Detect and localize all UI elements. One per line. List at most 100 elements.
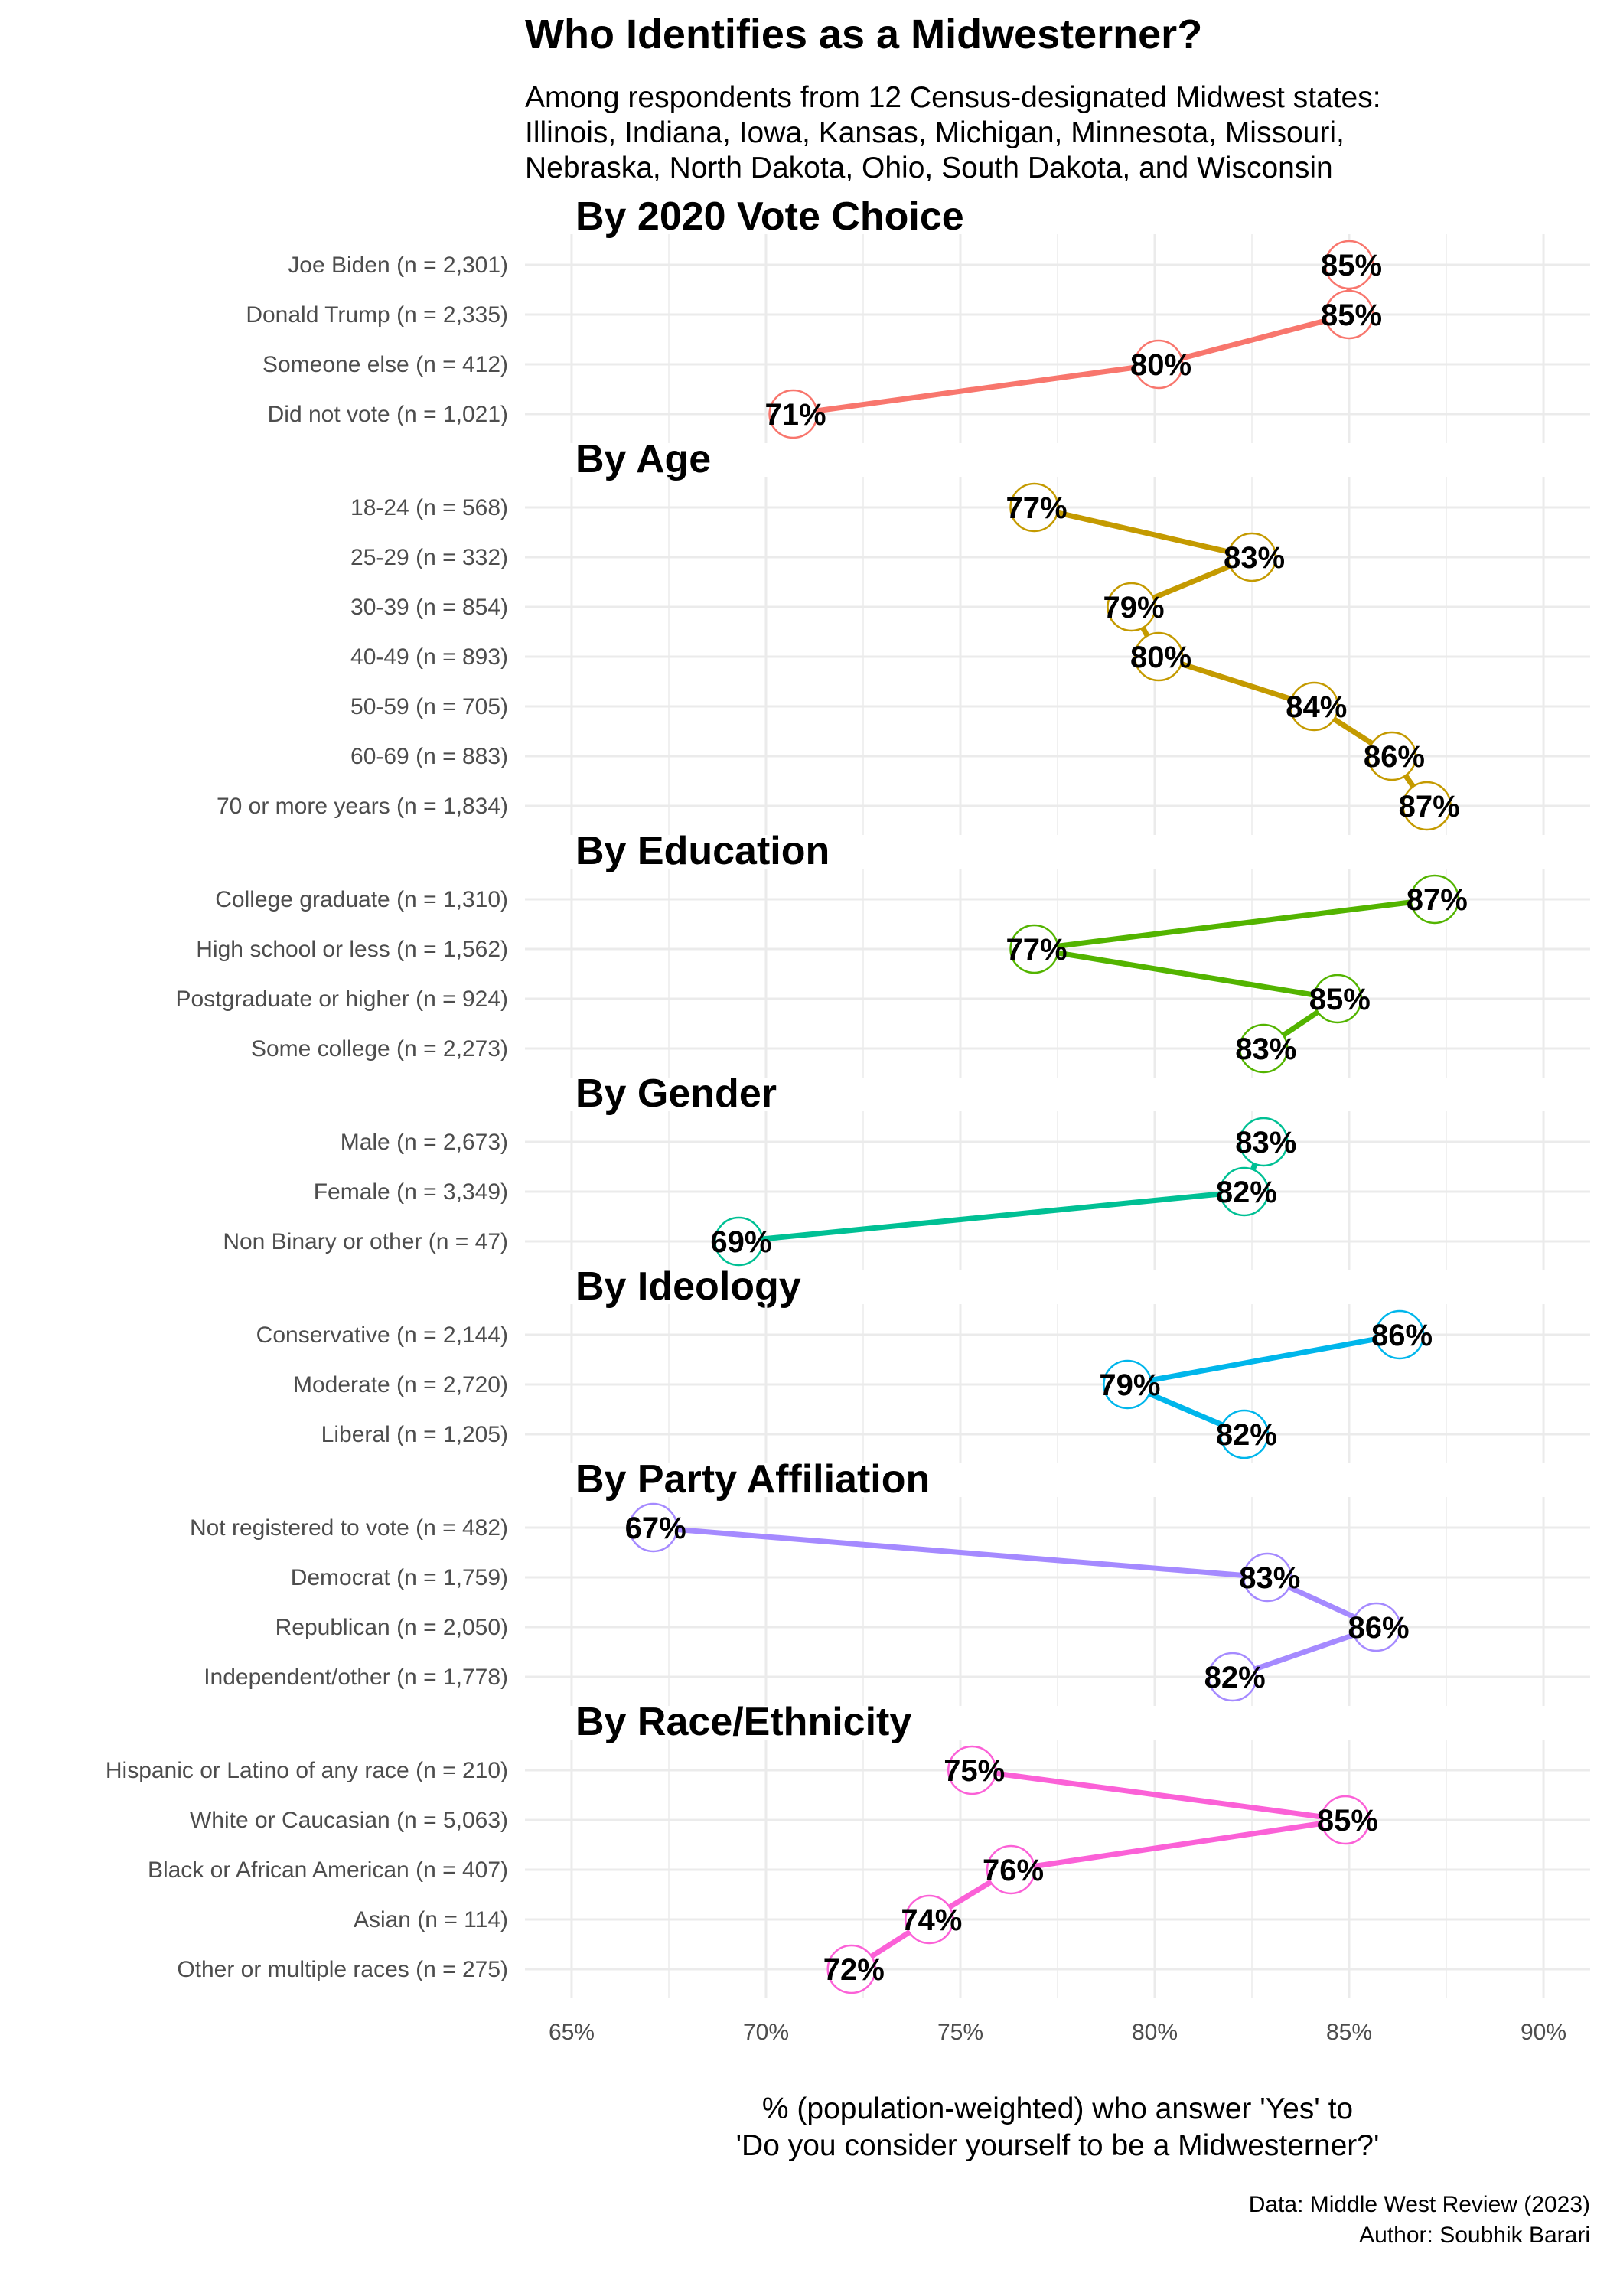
panel-title: By Party Affiliation [575,1457,930,1502]
row-label: College graduate (n = 1,310) [215,887,508,912]
data-point [1219,1409,1270,1459]
data-label: 83% [1235,1126,1296,1159]
data-label: 80% [1130,641,1191,674]
data-label: 84% [1286,690,1347,724]
data-label: 71% [765,398,826,432]
chart-title: Who Identifies as a Midwesterner? [525,11,1202,57]
data-point [1133,339,1184,390]
data-point [1219,1166,1270,1217]
row-label: Independent/other (n = 1,778) [204,1665,508,1690]
data-point [1239,1117,1289,1167]
data-point [1009,924,1059,974]
panel-title: By Gender [575,1071,777,1116]
series-line [650,1525,1380,1680]
data-label: 87% [1399,790,1460,823]
data-point [986,1844,1036,1895]
data-point [1410,874,1460,925]
data-label: 87% [1407,883,1468,917]
row-label: Joe Biden (n = 2,301) [288,253,508,278]
panel-2: By Age 77% 18-24 (n = 568) 83% 25-29 (n = 33… [217,437,1590,835]
x-tick-label: 65% [549,2020,595,2045]
data-label: 83% [1239,1561,1300,1595]
row-label: Democrat (n = 1,759) [291,1565,508,1590]
row-label: Someone else (n = 412) [262,352,508,377]
panel-title: By Ideology [575,1264,801,1309]
row-label: Postgraduate or higher (n = 924) [176,987,508,1012]
panel-title: By Age [575,437,711,481]
data-label: 83% [1224,541,1285,575]
data-label: 79% [1099,1368,1160,1402]
panel-3: By Education 87% College graduate (n = 1,3… [176,829,1590,1078]
data-point [1351,1602,1401,1652]
row-label: Non Binary or other (n = 47) [223,1229,508,1254]
row-label: High school or less (n = 1,562) [196,937,508,962]
row-label: Not registered to vote (n = 482) [190,1515,508,1541]
x-tick-label: 80% [1132,2020,1178,2045]
panel-7: By Race/Ethnicity 75% Hispanic or Latino o… [106,1700,1590,1998]
panel-title: By Race/Ethnicity [575,1700,911,1744]
row-label: 18-24 (n = 568) [350,495,508,520]
data-label: 85% [1309,983,1371,1016]
row-label: Conservative (n = 2,144) [256,1322,508,1348]
row-label: 50-59 (n = 705) [350,694,508,719]
data-point [1324,240,1374,290]
series-line [790,262,1352,417]
panels-group: By 2020 Vote Choice 85% Joe Biden (n = 2,3… [106,194,1590,1998]
series-line [1032,896,1438,1052]
data-point [947,1745,997,1795]
data-label: 77% [1006,933,1067,967]
row-label: Asian (n = 114) [354,1907,508,1932]
row-label: Black or African American (n = 407) [148,1857,508,1883]
row-label: 25-29 (n = 332) [350,545,508,570]
data-label: 79% [1103,591,1164,625]
data-point [1239,1023,1289,1074]
data-point [1312,974,1363,1024]
row-label: 70 or more years (n = 1,834) [217,794,508,819]
panel-1: By 2020 Vote Choice 85% Joe Biden (n = 2,3… [246,194,1590,443]
data-label: 82% [1216,1176,1277,1209]
data-point [1402,781,1452,831]
caption-author: Author: Soubhik Barari [1359,2223,1590,2248]
data-point [1227,532,1277,582]
data-point [628,1502,678,1553]
x-tick-label: 90% [1521,2020,1566,2045]
data-point [1009,482,1059,533]
row-label: 30-39 (n = 854) [350,595,508,620]
data-label: 67% [625,1512,686,1545]
row-label: White or Caucasian (n = 5,063) [190,1808,508,1833]
x-tick-label: 85% [1326,2020,1372,2045]
data-point [714,1216,764,1267]
data-point [1243,1552,1292,1603]
panel-title: By 2020 Vote Choice [575,194,964,239]
chart-subtitle-line-1: Among respondents from 12 Census-designa… [525,81,1381,114]
x-axis: 65% 70% 75% 80% 85% 90% [549,2020,1566,2045]
panel-title: By Education [575,829,830,873]
chart-subtitle-line-3: Nebraska, North Dakota, Ohio, South Dako… [525,152,1333,184]
data-label: 75% [944,1754,1005,1788]
row-label: Other or multiple races (n = 275) [177,1957,508,1982]
data-point [1107,582,1156,632]
data-point [1103,1359,1152,1410]
panel-4: By Gender 83% Male (n = 2,673) 82% Female (n… [223,1071,1590,1270]
data-point [768,389,818,439]
data-label: 76% [983,1854,1044,1887]
data-point [905,1894,954,1945]
data-label: 86% [1364,740,1425,774]
x-tick-label: 75% [937,2020,983,2045]
data-point [1367,731,1417,781]
row-label: 40-49 (n = 893) [350,644,508,670]
data-point [826,1944,876,1994]
data-label: 85% [1321,298,1382,332]
row-label: Female (n = 3,349) [314,1179,508,1205]
data-point [1324,289,1374,340]
data-label: 86% [1371,1319,1433,1352]
data-label: 85% [1317,1804,1378,1838]
row-label: Male (n = 2,673) [341,1130,508,1155]
data-point [1320,1795,1371,1845]
data-point [1289,681,1339,732]
row-label: Republican (n = 2,050) [275,1615,508,1640]
data-label: 77% [1006,491,1067,525]
data-label: 86% [1348,1611,1410,1645]
row-label: 60-69 (n = 883) [350,744,508,769]
